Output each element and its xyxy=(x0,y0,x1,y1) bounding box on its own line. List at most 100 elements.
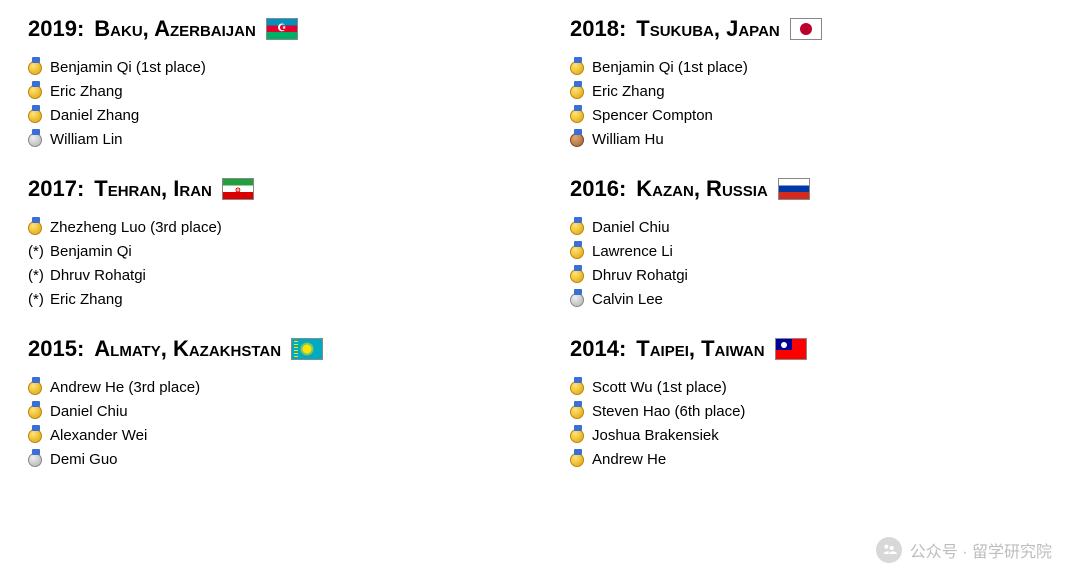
gold-medal-icon xyxy=(570,381,584,395)
year-heading: 2018: Tsukuba, Japan xyxy=(570,16,1052,42)
gold-medal-icon xyxy=(570,269,584,283)
place-label: Kazan, Russia xyxy=(636,176,768,202)
year-label: 2019: xyxy=(28,16,84,42)
results-grid: 2019: Baku, Azerbaijan ☪ Benjamin Qi (1st… xyxy=(28,12,1052,496)
participant-name: Daniel Chiu xyxy=(50,400,128,424)
participant-name: Andrew He xyxy=(592,448,666,472)
year-label: 2015: xyxy=(28,336,84,362)
gold-medal-icon xyxy=(28,61,42,75)
gold-medal-icon xyxy=(570,109,584,123)
result-row: Dhruv Rohatgi xyxy=(570,264,1052,288)
gold-medal-icon xyxy=(570,405,584,419)
result-row: Scott Wu (1st place) xyxy=(570,376,1052,400)
place-label: Tehran, Iran xyxy=(94,176,212,202)
result-row: William Hu xyxy=(570,128,1052,152)
place-label: Baku, Azerbaijan xyxy=(94,16,256,42)
participant-name: Calvin Lee xyxy=(592,288,663,312)
silver-medal-icon xyxy=(28,133,42,147)
gold-medal-icon xyxy=(570,61,584,75)
year-block: 2015: Almaty, Kazakhstan Andrew He (3rd … xyxy=(28,336,510,472)
result-row: Joshua Brakensiek xyxy=(570,424,1052,448)
result-row: Andrew He xyxy=(570,448,1052,472)
result-row: Benjamin Qi (1st place) xyxy=(570,56,1052,80)
year-heading: 2014: Taipei, Taiwan xyxy=(570,336,1052,362)
result-row: Spencer Compton xyxy=(570,104,1052,128)
participant-name: Benjamin Qi xyxy=(50,240,132,264)
left-column: 2019: Baku, Azerbaijan ☪ Benjamin Qi (1st… xyxy=(28,12,510,496)
gold-medal-icon xyxy=(28,429,42,443)
watermark-text: 公众号 · 留学研究院 xyxy=(910,538,1052,562)
gold-medal-icon xyxy=(28,381,42,395)
bronze-medal-icon xyxy=(570,133,584,147)
participant-name: Spencer Compton xyxy=(592,104,713,128)
flag-icon xyxy=(291,338,323,360)
flag-icon xyxy=(775,338,807,360)
gold-medal-icon xyxy=(570,221,584,235)
participant-name: Dhruv Rohatgi xyxy=(592,264,688,288)
year-block: 2014: Taipei, Taiwan Scott Wu (1st place… xyxy=(570,336,1052,472)
year-label: 2018: xyxy=(570,16,626,42)
participant-name: Zhezheng Luo (3rd place) xyxy=(50,216,222,240)
participant-name: Eric Zhang xyxy=(50,288,123,312)
participant-name: Scott Wu (1st place) xyxy=(592,376,727,400)
no-medal-prefix: (*) xyxy=(28,288,50,312)
flag-icon xyxy=(778,178,810,200)
result-row: Eric Zhang xyxy=(28,80,510,104)
flag-icon xyxy=(790,18,822,40)
result-row: (*) Dhruv Rohatgi xyxy=(28,264,510,288)
no-medal-prefix: (*) xyxy=(28,240,50,264)
year-label: 2017: xyxy=(28,176,84,202)
right-column: 2018: Tsukuba, Japan Benjamin Qi (1st pl… xyxy=(570,12,1052,496)
gold-medal-icon xyxy=(28,221,42,235)
gold-medal-icon xyxy=(570,429,584,443)
flag-icon: ☪ xyxy=(266,18,298,40)
participant-name: Steven Hao (6th place) xyxy=(592,400,745,424)
place-label: Tsukuba, Japan xyxy=(636,16,779,42)
participant-name: Benjamin Qi (1st place) xyxy=(50,56,206,80)
watermark-icon xyxy=(876,537,902,563)
place-label: Taipei, Taiwan xyxy=(636,336,764,362)
silver-medal-icon xyxy=(28,453,42,467)
year-label: 2014: xyxy=(570,336,626,362)
participant-name: William Hu xyxy=(592,128,664,152)
result-row: William Lin xyxy=(28,128,510,152)
result-row: Daniel Chiu xyxy=(570,216,1052,240)
result-row: Lawrence Li xyxy=(570,240,1052,264)
result-row: Zhezheng Luo (3rd place) xyxy=(28,216,510,240)
place-label: Almaty, Kazakhstan xyxy=(94,336,281,362)
gold-medal-icon xyxy=(28,85,42,99)
gold-medal-icon xyxy=(28,109,42,123)
gold-medal-icon xyxy=(570,85,584,99)
participant-name: Daniel Chiu xyxy=(592,216,670,240)
result-row: Steven Hao (6th place) xyxy=(570,400,1052,424)
year-label: 2016: xyxy=(570,176,626,202)
result-row: Demi Guo xyxy=(28,448,510,472)
participant-name: William Lin xyxy=(50,128,123,152)
no-medal-prefix: (*) xyxy=(28,264,50,288)
result-row: Benjamin Qi (1st place) xyxy=(28,56,510,80)
result-row: Andrew He (3rd place) xyxy=(28,376,510,400)
result-row: Daniel Zhang xyxy=(28,104,510,128)
participant-name: Alexander Wei xyxy=(50,424,147,448)
result-row: Calvin Lee xyxy=(570,288,1052,312)
silver-medal-icon xyxy=(570,293,584,307)
result-row: Daniel Chiu xyxy=(28,400,510,424)
result-row: Alexander Wei xyxy=(28,424,510,448)
year-heading: 2017: Tehran, Iran ۞ xyxy=(28,176,510,202)
gold-medal-icon xyxy=(570,245,584,259)
participant-name: Andrew He (3rd place) xyxy=(50,376,200,400)
flag-icon: ۞ xyxy=(222,178,254,200)
participant-name: Benjamin Qi (1st place) xyxy=(592,56,748,80)
result-row: (*) Benjamin Qi xyxy=(28,240,510,264)
year-heading: 2015: Almaty, Kazakhstan xyxy=(28,336,510,362)
participant-name: Eric Zhang xyxy=(592,80,665,104)
participant-name: Daniel Zhang xyxy=(50,104,139,128)
gold-medal-icon xyxy=(570,453,584,467)
result-row: (*) Eric Zhang xyxy=(28,288,510,312)
participant-name: Demi Guo xyxy=(50,448,118,472)
year-block: 2016: Kazan, Russia Daniel ChiuLawrence … xyxy=(570,176,1052,312)
year-heading: 2016: Kazan, Russia xyxy=(570,176,1052,202)
participant-name: Joshua Brakensiek xyxy=(592,424,719,448)
participant-name: Lawrence Li xyxy=(592,240,673,264)
gold-medal-icon xyxy=(28,405,42,419)
